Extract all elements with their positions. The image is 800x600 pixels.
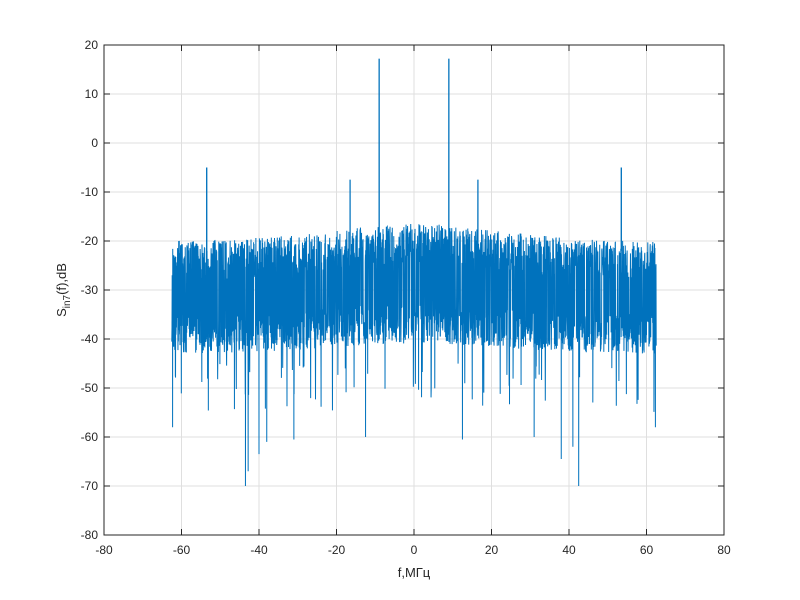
y-axis-label: Sin7(f),dB — [54, 263, 73, 317]
y-tick-label: -60 — [81, 430, 99, 444]
y-axis-label-rest: (f),dB — [54, 263, 69, 295]
x-tick-label: -40 — [250, 543, 268, 557]
y-tick-label: -50 — [81, 381, 99, 395]
x-tick-label: -20 — [328, 543, 346, 557]
y-tick-label: -40 — [81, 332, 99, 346]
x-tick-label: 40 — [562, 543, 576, 557]
y-tick-label: 20 — [85, 38, 99, 52]
tick-labels: -80 -60 -40 -20 0 20 40 60 80 -80 -70 -60 -50 -40 -30 -… — [81, 38, 731, 557]
y-tick-label: -20 — [81, 234, 99, 248]
spectrum-series — [171, 58, 657, 487]
y-tick-label: -10 — [81, 185, 99, 199]
y-tick-label: -30 — [81, 283, 99, 297]
spectrum-line — [171, 58, 657, 487]
y-tick-label: -70 — [81, 479, 99, 493]
x-tick-label: -60 — [173, 543, 191, 557]
x-axis-label: f,МГц — [398, 565, 431, 580]
y-tick-label: -80 — [81, 528, 99, 542]
x-tick-label: 60 — [640, 543, 654, 557]
y-tick-label: 0 — [91, 136, 98, 150]
y-axis-label-sub: in7 — [62, 294, 73, 308]
y-tick-label: 10 — [85, 87, 99, 101]
axis-ticks — [103, 44, 725, 536]
x-tick-label: 0 — [411, 543, 418, 557]
x-tick-label: 20 — [485, 543, 499, 557]
x-tick-label: 80 — [717, 543, 731, 557]
x-tick-label: -80 — [95, 543, 113, 557]
y-axis-label-base: S — [54, 308, 69, 317]
